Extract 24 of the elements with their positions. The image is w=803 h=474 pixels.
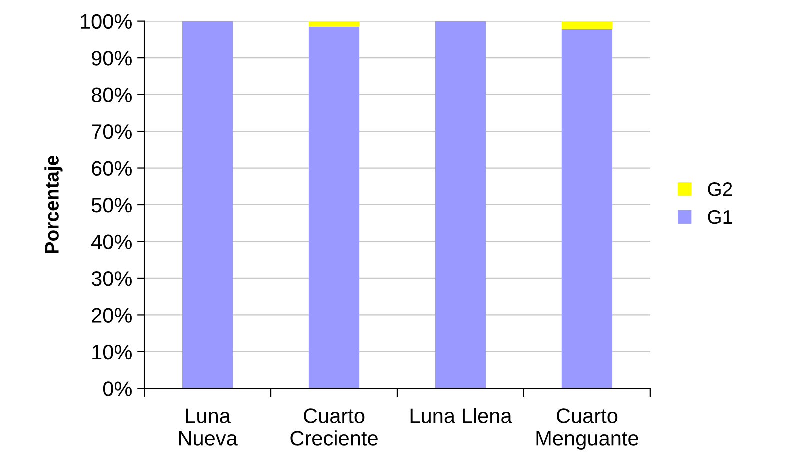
bar bbox=[308, 26, 360, 389]
y-tick-label: 50% bbox=[92, 198, 132, 213]
x-tick-label: Luna Llena bbox=[410, 408, 512, 424]
x-tick-label: Luna Nueva bbox=[179, 408, 238, 446]
y-tick-label: 30% bbox=[92, 271, 132, 286]
legend-label: G1 bbox=[708, 210, 732, 224]
y-tick-label: 20% bbox=[92, 308, 132, 323]
bar bbox=[435, 21, 486, 389]
y-tick-label: 100% bbox=[81, 14, 132, 30]
x-tick-label: Cuarto Creciente bbox=[290, 408, 378, 446]
y-tick-label: 90% bbox=[92, 51, 132, 66]
legend-label: G2 bbox=[708, 182, 732, 196]
x-tick-label: Cuarto Menguante bbox=[536, 408, 638, 450]
y-tick-label: 60% bbox=[92, 161, 132, 176]
y-tick-label: 70% bbox=[92, 124, 132, 140]
bar bbox=[562, 29, 612, 389]
y-tick-label: 10% bbox=[92, 344, 132, 360]
y-tick-label: 40% bbox=[92, 234, 132, 250]
bar bbox=[182, 21, 234, 389]
y-tick-label: 80% bbox=[92, 88, 132, 103]
y-axis-title: Porcentaje bbox=[44, 156, 63, 254]
bar bbox=[308, 21, 360, 27]
bar bbox=[562, 21, 612, 30]
y-tick-label: 0% bbox=[103, 382, 132, 396]
